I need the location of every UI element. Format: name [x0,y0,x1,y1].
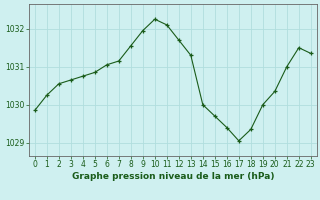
X-axis label: Graphe pression niveau de la mer (hPa): Graphe pression niveau de la mer (hPa) [72,172,274,181]
